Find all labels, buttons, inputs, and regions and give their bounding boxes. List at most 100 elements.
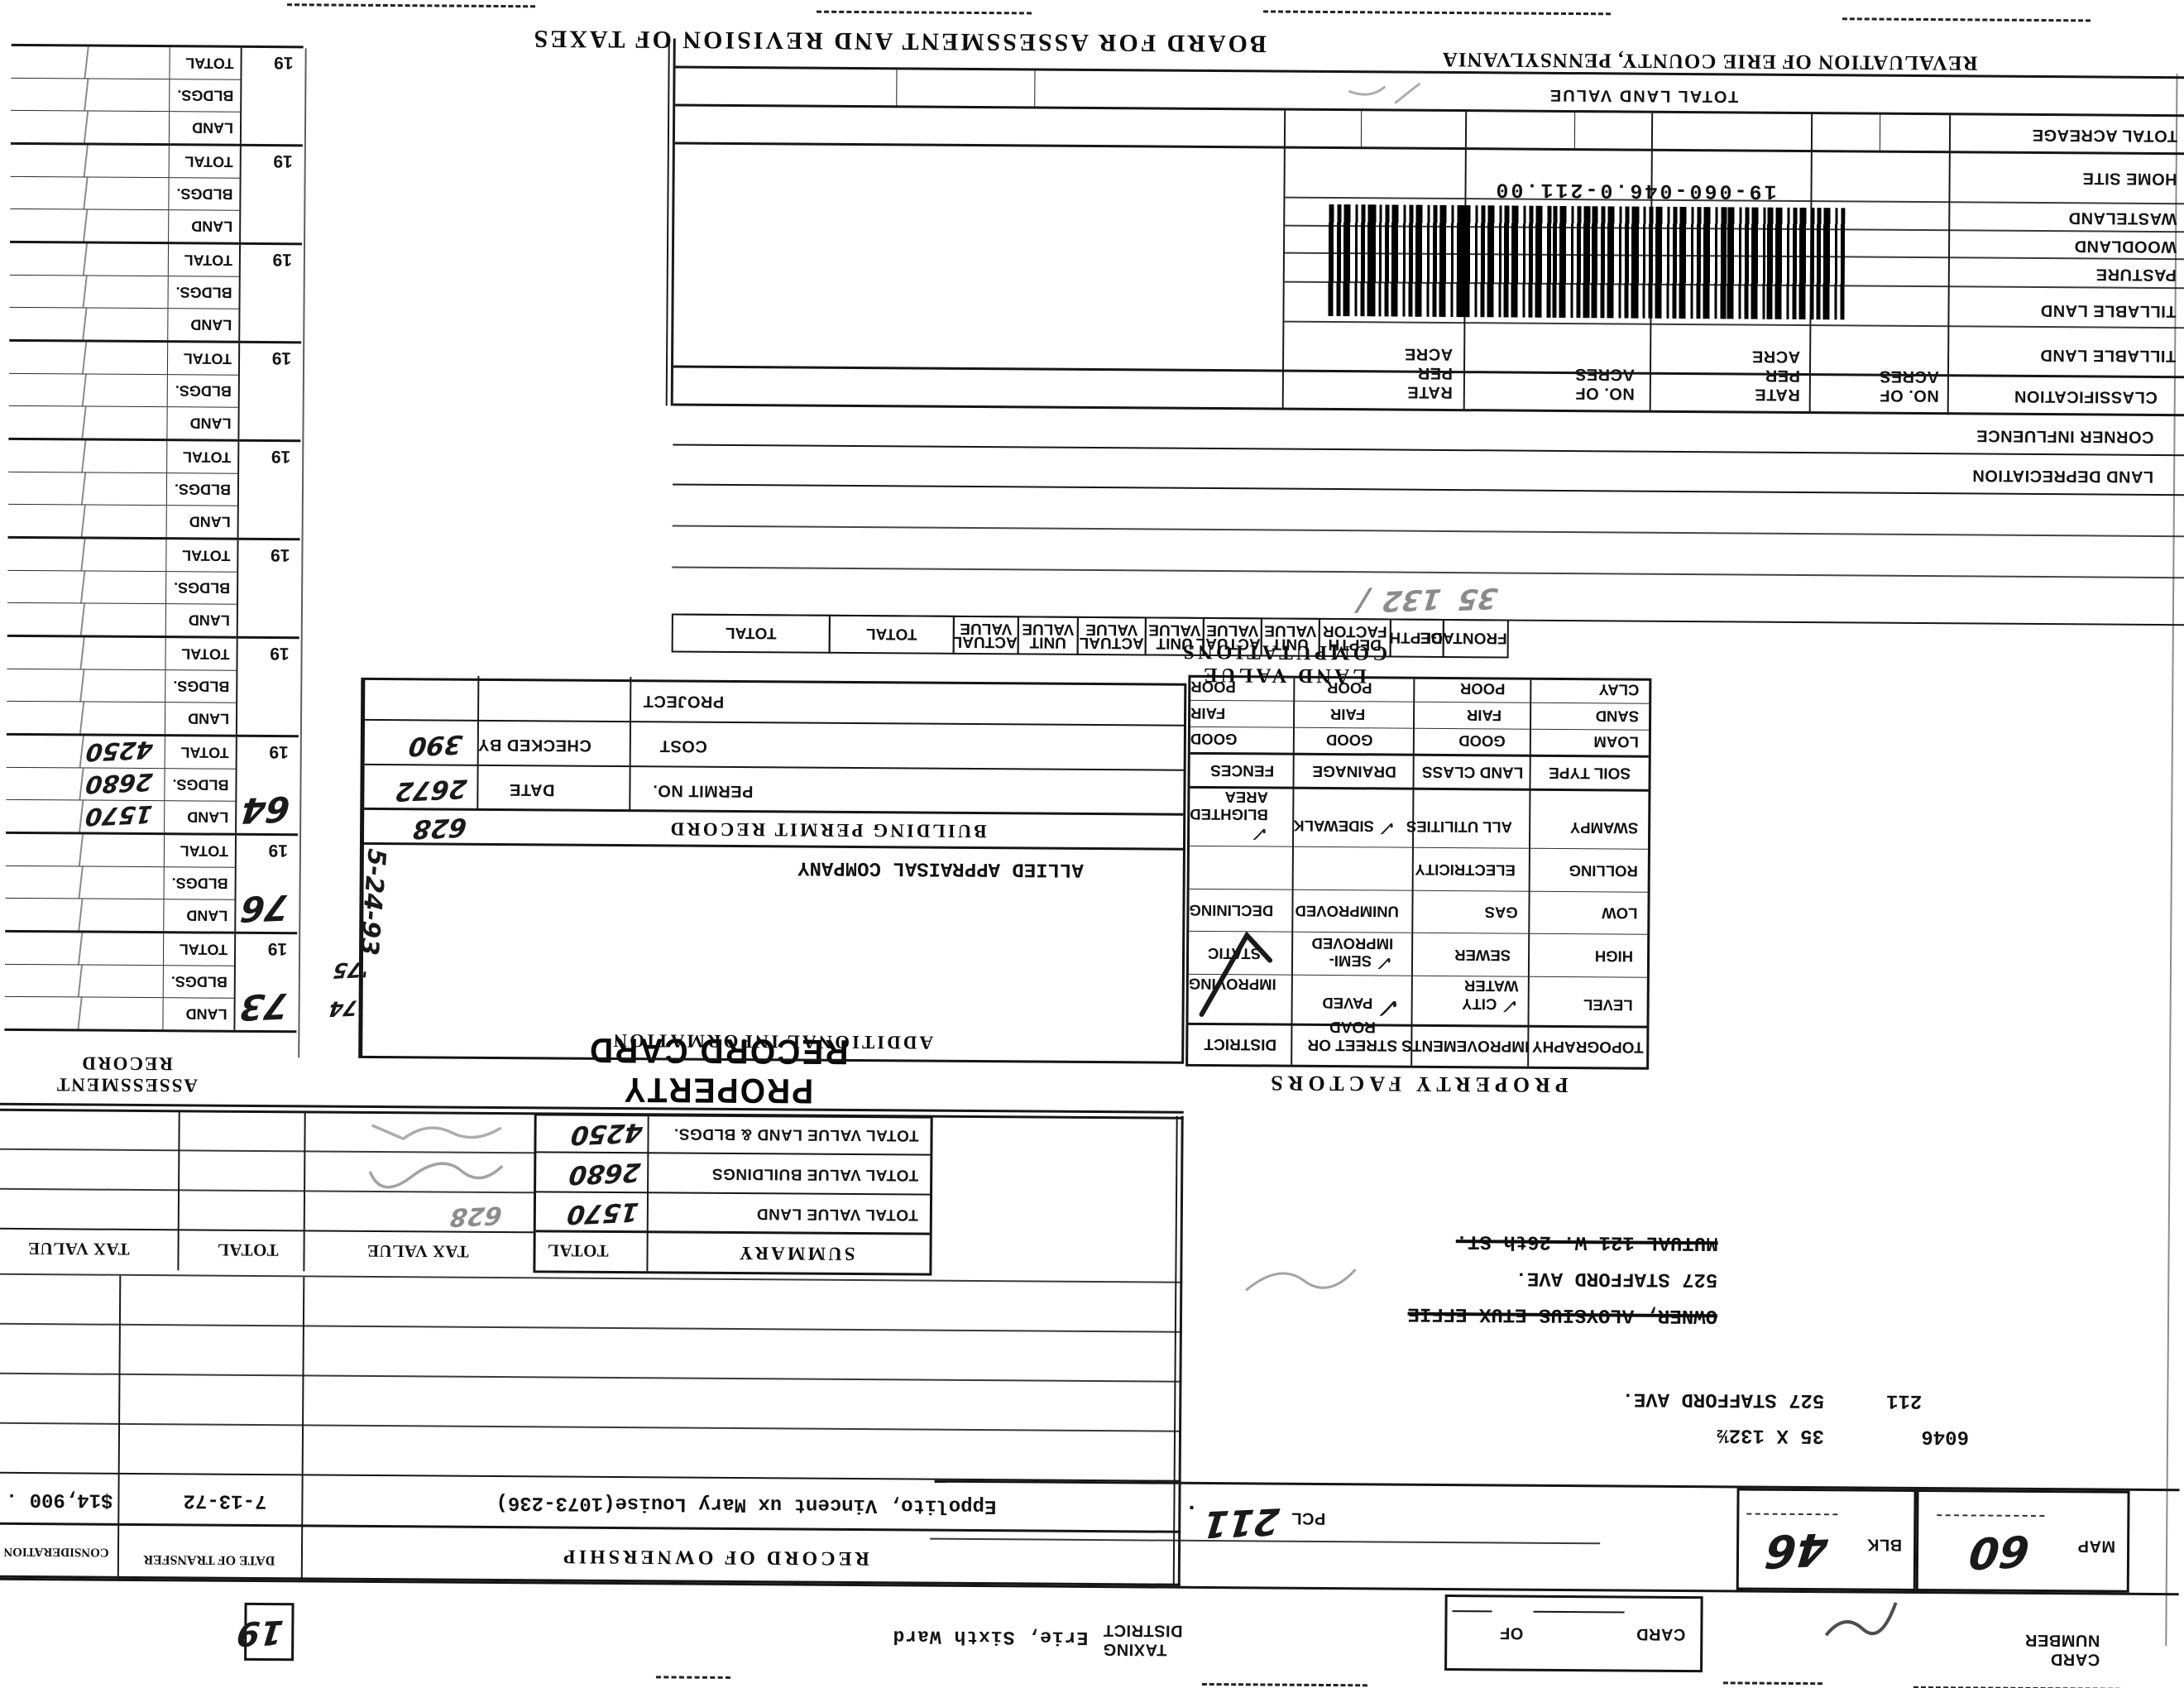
rule	[673, 403, 2184, 417]
classification-row-label: WOODLAND	[2074, 237, 2177, 257]
summary-row-label: TOTAL VALUE LAND & BLDGS.	[673, 1125, 919, 1144]
blk-label: BLK	[1866, 1535, 1903, 1554]
additional-information-title: ADDITIONAL INFORMATION	[611, 1029, 934, 1053]
col-header: DISTRICT	[1204, 1034, 1277, 1053]
col-header: UNIT VALUE	[1144, 616, 1205, 656]
factor-cell: ALL UTILITIES	[1401, 790, 1522, 848]
pencil-scribble	[1824, 1602, 1898, 1637]
factors-row: SWAMPY ALL UTILITIES ✓SIDEWALK ✓BLIGHTED…	[1190, 789, 1648, 849]
total-header: TOTAL	[217, 1240, 279, 1261]
divider	[117, 1275, 122, 1579]
total-land-value-label: TOTAL LAND VALUE	[1548, 85, 1739, 106]
total-row: TOTAL	[6, 834, 236, 867]
value-rows: LAND BLDGS. TOTAL	[10, 46, 241, 144]
soil-header-row: SOIL TYPE LAND CLASS DRAINAGE FENCES	[1190, 751, 1649, 792]
year-handwritten: 73	[237, 985, 291, 1029]
taxing-district-label: TAXING DISTRICT	[1103, 1621, 1183, 1659]
bldgs-row: BLDGS.	[10, 175, 240, 210]
bldgs-label: BLDGS.	[167, 276, 239, 309]
year-note-handwritten	[306, 337, 371, 340]
bldgs-row: BLDGS.	[11, 77, 241, 112]
property-factors-table: TOPOGRAPHY IMPROVEMENTS STREET OR ROAD D…	[1185, 674, 1652, 1070]
factor-cell: UNIMPROVED	[1281, 890, 1404, 933]
land-row: LAND 1570	[6, 798, 236, 833]
bldgs-row: BLDGS.	[4, 963, 234, 998]
factor-label: PAVED	[1322, 994, 1373, 1013]
total-row: TOTAL	[9, 342, 239, 375]
total-label: TOTAL	[166, 343, 239, 375]
bldgs-label: BLDGS.	[162, 966, 234, 998]
scan-artifact	[287, 3, 536, 8]
year-cell: 19	[237, 343, 302, 440]
col-header: TOTAL	[671, 613, 831, 654]
col-header: UNIT VALUE	[1017, 616, 1079, 655]
summary-total-value: 4250	[569, 1116, 644, 1150]
factor-label: LOW	[1602, 904, 1638, 923]
classification-row-label: HOME SITE	[2082, 169, 2177, 189]
scan-artifact	[1722, 1681, 1822, 1686]
rule	[365, 719, 1185, 727]
year-note-handwritten	[303, 829, 367, 832]
factor-label: ELECTRICITY	[1415, 861, 1516, 880]
land-label: LAND	[163, 899, 235, 932]
year-cell: 19	[237, 441, 301, 539]
col-header: TOPOGRAPHY	[1531, 1037, 1644, 1056]
rule	[0, 1471, 1181, 1482]
pcl-label: PCL	[1291, 1508, 1326, 1527]
value-rows: LAND BLDGS. TOTAL	[10, 145, 240, 242]
total-row: TOTAL	[11, 145, 240, 178]
year-note-handwritten	[307, 238, 371, 242]
total-row: TOTAL	[7, 637, 237, 670]
summary-table: SUMMARY TOTAL TOTAL VALUE LAND 1570 TOTA…	[533, 1113, 933, 1276]
factor-cell: LOW	[1522, 891, 1647, 934]
col-header: CLASSIFICATION	[2014, 386, 2158, 406]
assessment-year-group: '74 '75 73 19 LAND BLDGS. TOTAL	[4, 932, 370, 1033]
rule	[536, 1151, 931, 1156]
assessment-year-group: 19 LAND BLDGS. TOTAL	[7, 341, 302, 443]
card-number-box: 19	[235, 1602, 295, 1662]
bldgs-row: BLDGS.	[5, 865, 235, 899]
rule	[364, 764, 1184, 771]
total-row: TOTAL 4250	[7, 736, 236, 769]
col-header: SOIL TYPE	[1549, 763, 1631, 782]
checkmark: ✓	[1375, 816, 1398, 841]
assessment-year-group: 19 LAND BLDGS. TOTAL	[10, 46, 304, 147]
date-of-transfer-header: DATE OF TRANSFER	[143, 1552, 275, 1568]
assessment-year-group: 19 LAND BLDGS. TOTAL	[7, 439, 301, 541]
bldgs-label: BLDGS.	[166, 375, 238, 407]
bldgs-row: BLDGS.	[7, 569, 237, 604]
value-rows: LAND BLDGS. TOTAL	[5, 834, 236, 932]
owner-record-name: Eppolito, Vincent ux Mary Louise(1073-23…	[496, 1490, 997, 1518]
scan-artifact	[1263, 10, 1612, 16]
additional-information-box: ADDITIONAL INFORMATION ALLIED APPRAISAL …	[358, 675, 1187, 1064]
consideration-header: CONSIDERATION	[3, 1544, 109, 1559]
rule	[673, 444, 2184, 457]
land-value	[7, 501, 168, 540]
total-label: TOTAL	[162, 933, 235, 966]
factor-label: SEWER	[1454, 947, 1511, 965]
bldgs-label: BLDGS.	[169, 79, 241, 112]
factor-label: ALL UTILITIES	[1406, 818, 1513, 837]
card-of-box: CARD OF	[1444, 1594, 1703, 1673]
col-header: NO. OF ACRES	[1879, 367, 1939, 405]
permit-title-handwritten: 628	[411, 811, 469, 845]
col-header: ACTUAL VALUE	[1196, 616, 1262, 657]
revaluation-title: REVALUATION OF ERIE COUNTY, PENNSYLVANIA	[1441, 47, 1978, 74]
col-header: IMPROVEMENTS	[1401, 1036, 1530, 1055]
year-note-handwritten	[304, 632, 369, 635]
value-rows: LAND BLDGS. TOTAL	[6, 637, 237, 735]
land-row: LAND	[7, 602, 237, 636]
year-cell: 19	[239, 146, 303, 243]
col-header: STREET OR ROAD	[1307, 1018, 1398, 1054]
factor-label: ROLLING	[1569, 861, 1638, 880]
rule	[536, 1191, 931, 1196]
project-label: PROJECT	[643, 692, 725, 711]
soil-row: SAND FAIR FAIR FAIR	[1190, 700, 1650, 730]
col-header: NO. OF ACRES	[1574, 365, 1635, 403]
total-label: TOTAL	[169, 47, 241, 79]
assessment-year-group: 76 19 LAND BLDGS. TOTAL	[5, 833, 299, 935]
land-value	[7, 403, 168, 442]
rule	[0, 1373, 1182, 1383]
divider	[1173, 1115, 1178, 1586]
summary-row-label: TOTAL VALUE LAND	[756, 1205, 918, 1224]
